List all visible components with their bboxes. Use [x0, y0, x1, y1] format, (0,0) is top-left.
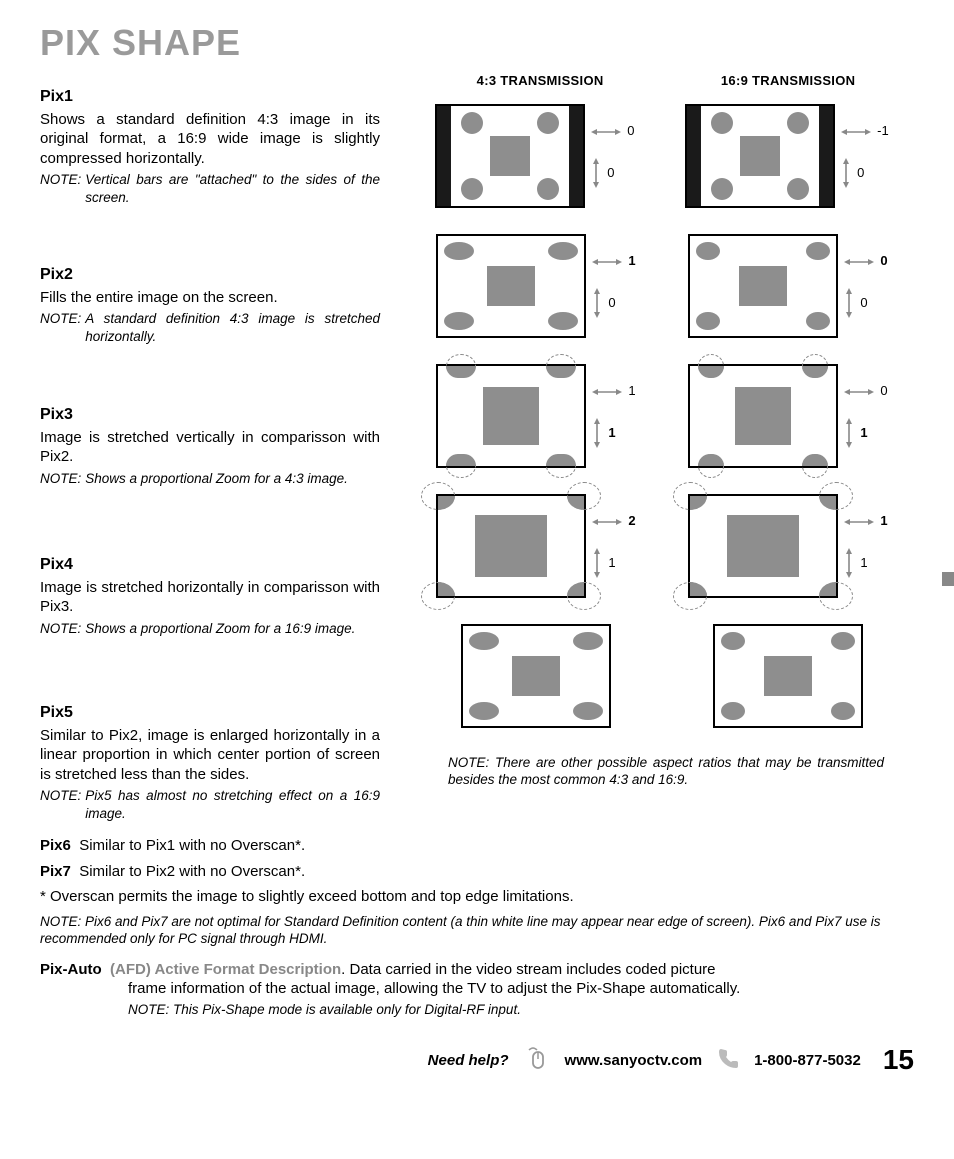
- side-tab-marker: [942, 572, 954, 586]
- tv-frame-zoom_hv: [436, 494, 586, 598]
- pix-note: NOTE:Shows a proportional Zoom for a 4:3…: [40, 470, 380, 488]
- arrow-indicators: -10: [841, 123, 889, 188]
- pix-desc: Fills the entire image on the screen.: [40, 288, 380, 308]
- pix-auto-block: Pix-Auto (AFD) Active Format Description…: [40, 960, 914, 1019]
- header-16-9: 16:9 TRANSMISSION: [721, 73, 855, 90]
- pix-note: NOTE:Shows a proportional Zoom for a 16:…: [40, 620, 380, 638]
- pix-block-2: Pix2Fills the entire image on the screen…: [40, 265, 380, 405]
- pix-note: NOTE:Vertical bars are "attached" to the…: [40, 171, 380, 206]
- pix-desc: Image is stretched vertically in compari…: [40, 428, 380, 467]
- pix-title: Pix2: [40, 265, 380, 286]
- pix67-note: NOTE: Pix6 and Pix7 are not optimal for …: [40, 913, 914, 948]
- pix-note: NOTE:Pix5 has almost no stretching effec…: [40, 787, 380, 822]
- tv-frame-stretched: [461, 624, 611, 728]
- arrow-indicators: 00: [591, 123, 634, 188]
- tv-frame-stretched: [436, 234, 586, 338]
- aspect-ratio-note: NOTE: There are other possible aspect ra…: [400, 754, 914, 789]
- text-column: Pix1Shows a standard definition 4:3 imag…: [40, 73, 380, 822]
- page-number: 15: [883, 1042, 914, 1078]
- mouse-icon: [523, 1044, 551, 1078]
- tv-frame-pillarbox: [435, 104, 585, 208]
- tv-frame-stretched: [688, 234, 838, 338]
- figure-row-3: 11 01: [400, 364, 914, 468]
- figure-row-2: 10 00: [400, 234, 914, 338]
- tv-frame-stretched: [713, 624, 863, 728]
- pix-block-3: Pix3Image is stretched vertically in com…: [40, 405, 380, 555]
- footer-phone: 1-800-877-5032: [754, 1051, 861, 1071]
- arrow-indicators: 21: [592, 513, 635, 578]
- arrow-indicators: 01: [844, 383, 887, 448]
- pix-note: NOTE:A standard definition 4:3 image is …: [40, 310, 380, 345]
- pix-title: Pix3: [40, 405, 380, 426]
- pix-title: Pix1: [40, 87, 380, 108]
- arrow-indicators: 00: [844, 253, 887, 318]
- figure-row-1: 00 -10: [400, 104, 914, 208]
- arrow-indicators: 10: [592, 253, 635, 318]
- page-title: PIX SHAPE: [40, 20, 914, 67]
- figure-column: 4:3 TRANSMISSION 16:9 TRANSMISSION 00 -10…: [400, 73, 914, 822]
- pix7-line: Pix7 Similar to Pix2 with no Overscan*.: [40, 862, 914, 882]
- figure-row-4: 21 11: [400, 494, 914, 598]
- pix-title: Pix5: [40, 703, 380, 724]
- arrow-indicators: 11: [592, 383, 635, 448]
- header-4-3: 4:3 TRANSMISSION: [477, 73, 604, 90]
- help-label: Need help?: [428, 1051, 509, 1071]
- pix-desc: Similar to Pix2, image is enlarged horiz…: [40, 726, 380, 785]
- pix-block-5: Pix5Similar to Pix2, image is enlarged h…: [40, 703, 380, 822]
- pix-block-4: Pix4Image is stretched horizontally in c…: [40, 555, 380, 703]
- phone-icon: [716, 1046, 740, 1076]
- tv-frame-zoom_v: [436, 364, 586, 468]
- tv-frame-pillarbox: [685, 104, 835, 208]
- pix-desc: Image is stretched horizontally in compa…: [40, 578, 380, 617]
- pix-block-1: Pix1Shows a standard definition 4:3 imag…: [40, 87, 380, 265]
- arrow-indicators: 11: [844, 513, 887, 578]
- footer-url: www.sanyoctv.com: [565, 1051, 703, 1071]
- pix6-line: Pix6 Similar to Pix1 with no Overscan*.: [40, 836, 914, 856]
- pix-title: Pix4: [40, 555, 380, 576]
- tv-frame-zoom_v: [688, 364, 838, 468]
- overscan-footnote: * Overscan permits the image to slightly…: [40, 887, 914, 907]
- footer: Need help? www.sanyoctv.com 1-800-877-50…: [40, 1042, 914, 1078]
- figure-row-5: [400, 624, 914, 728]
- pix-desc: Shows a standard definition 4:3 image in…: [40, 110, 380, 169]
- tv-frame-zoom_hv: [688, 494, 838, 598]
